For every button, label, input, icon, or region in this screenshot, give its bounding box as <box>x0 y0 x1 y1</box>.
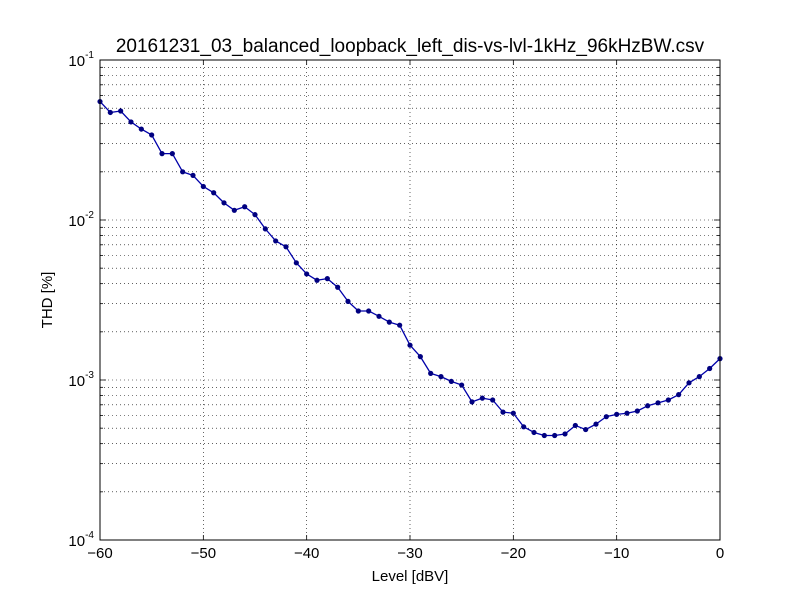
data-point <box>324 276 330 282</box>
y-tick-label: 10-1 <box>68 50 94 70</box>
series <box>97 98 723 439</box>
y-tick-label: 10-4 <box>68 530 94 550</box>
x-tick-label: −50 <box>191 545 216 562</box>
data-point <box>624 410 630 416</box>
data-point <box>593 421 599 427</box>
x-tick-label: −60 <box>87 545 112 562</box>
data-point <box>231 207 237 213</box>
data-point <box>107 109 113 116</box>
data-point <box>242 204 248 210</box>
data-point <box>665 397 671 403</box>
data-point <box>138 126 144 132</box>
x-axis-label: Level [dBV] <box>372 568 449 585</box>
data-point <box>407 342 413 348</box>
data-point <box>200 183 206 190</box>
data-point <box>128 119 134 125</box>
y-axis-label: THD [%] <box>39 272 56 329</box>
data-point <box>180 169 186 175</box>
data-point <box>397 322 403 328</box>
data-point <box>459 382 465 388</box>
data-point <box>376 313 382 319</box>
data-point <box>314 277 320 283</box>
data-point <box>448 378 454 385</box>
data-point <box>686 380 692 386</box>
x-tick-label: −20 <box>501 545 526 562</box>
y-tick-label: 10-2 <box>68 210 94 230</box>
grid <box>100 60 720 540</box>
data-point <box>603 414 609 420</box>
data-point <box>707 365 713 372</box>
data-point <box>417 354 423 360</box>
data-point <box>634 408 640 414</box>
x-tick-label: −40 <box>294 545 319 562</box>
x-tick-labels: −60 −50 −40 −30 −20 −10 0 <box>87 545 724 562</box>
y-tick-label: 10-3 <box>68 370 94 390</box>
x-tick-label: −30 <box>397 545 422 562</box>
data-point <box>169 151 175 157</box>
data-point <box>552 432 558 439</box>
data-point <box>118 108 124 114</box>
data-point <box>531 429 537 436</box>
data-point <box>273 238 279 244</box>
data-point <box>428 370 434 376</box>
data-point <box>355 308 361 314</box>
data-point <box>335 284 341 290</box>
y-tick-labels: 10-1 10-2 10-3 10-4 <box>68 50 94 550</box>
data-point <box>696 374 702 380</box>
data-point <box>386 319 392 325</box>
data-point <box>149 132 155 138</box>
data-point <box>252 212 258 218</box>
data-point <box>541 432 547 439</box>
data-point <box>262 226 268 232</box>
data-point <box>676 392 682 398</box>
plot-frame <box>99 59 721 541</box>
data-point <box>510 410 516 416</box>
data-point <box>469 399 475 405</box>
data-point <box>438 374 444 380</box>
data-point <box>655 400 661 406</box>
data-point <box>293 260 299 266</box>
data-point <box>304 271 310 277</box>
x-tick-label: −10 <box>604 545 629 562</box>
chart-title: 20161231_03_balanced_loopback_left_dis-v… <box>116 36 705 57</box>
x-tick-label: 0 <box>716 545 724 562</box>
data-point <box>366 308 372 314</box>
data-point <box>490 397 496 403</box>
data-point <box>562 431 568 437</box>
data-point <box>345 298 351 304</box>
data-point <box>500 409 506 415</box>
data-point <box>521 424 527 430</box>
data-point <box>190 172 196 178</box>
data-point <box>479 395 485 401</box>
data-point <box>159 151 165 157</box>
data-point <box>583 426 589 433</box>
data-point <box>572 422 578 429</box>
data-point <box>221 200 227 206</box>
data-point <box>283 244 289 250</box>
data-point <box>614 411 620 417</box>
data-point <box>645 403 651 409</box>
data-point <box>211 190 217 196</box>
